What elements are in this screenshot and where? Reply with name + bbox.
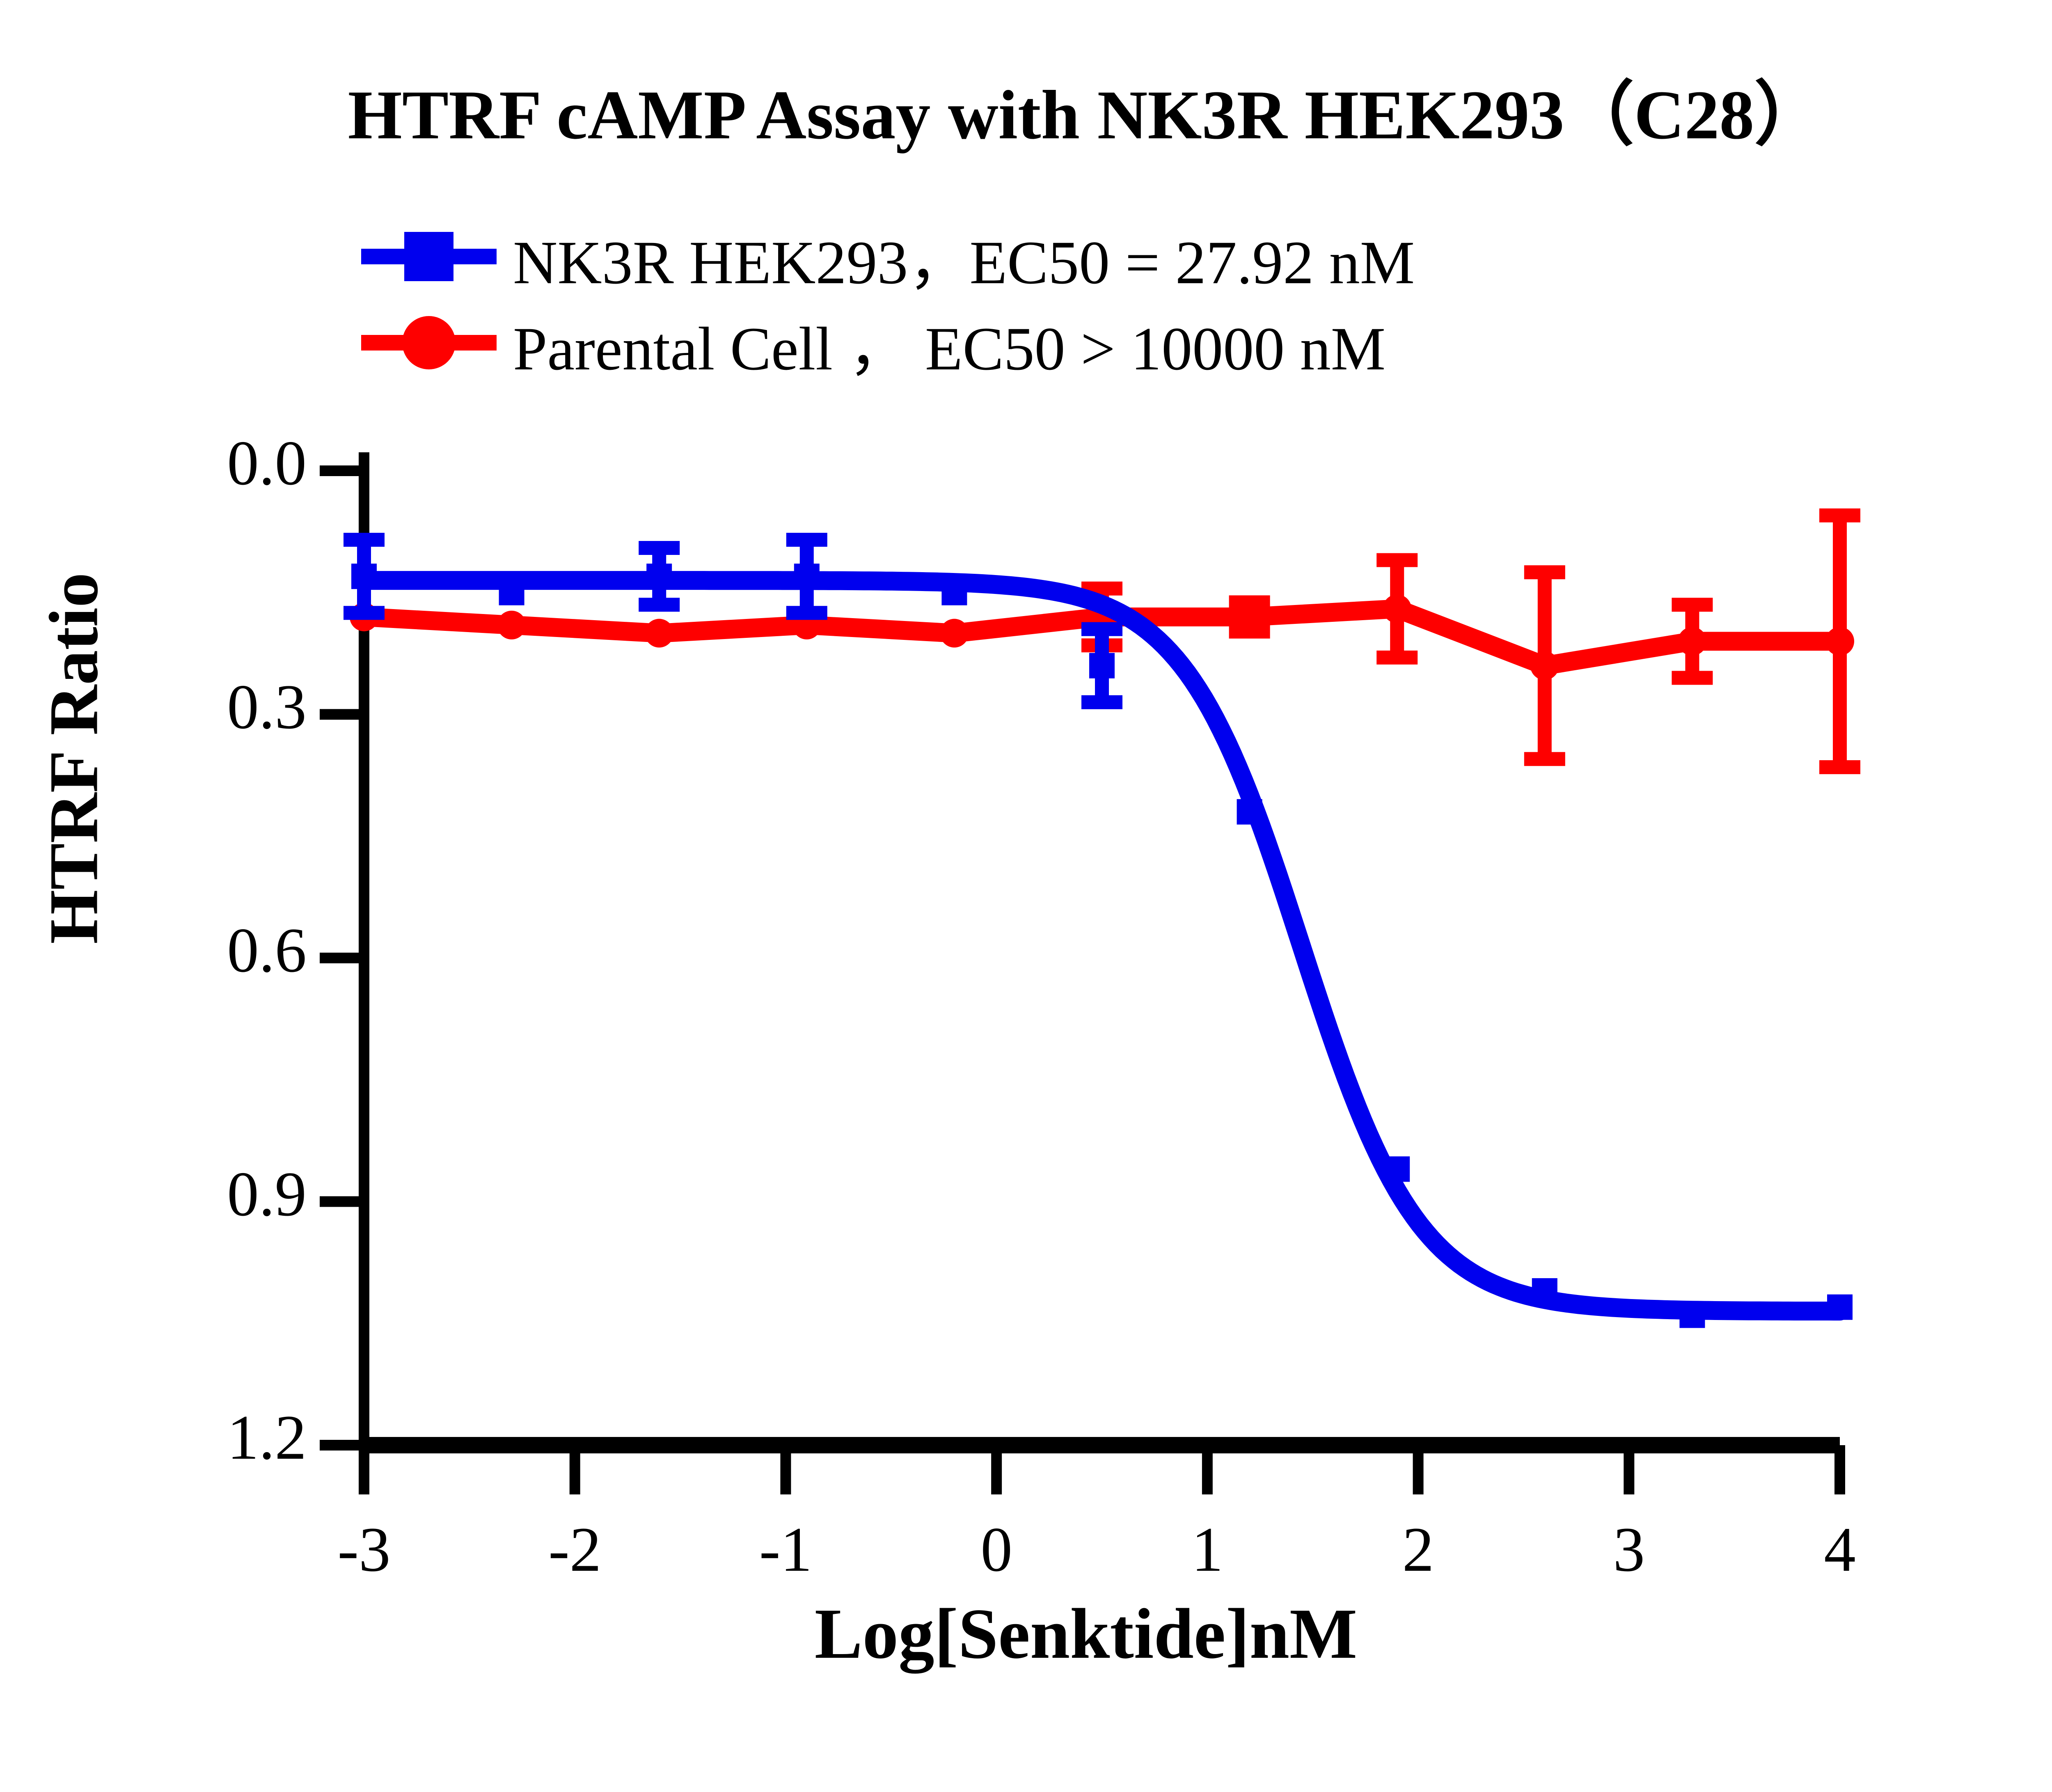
data-point-square[interactable]: [351, 564, 377, 589]
data-point-circle[interactable]: [497, 610, 526, 639]
x-tick-label: 0: [980, 1514, 1012, 1585]
y-tick-label: 0.9: [227, 1158, 307, 1229]
data-point-square[interactable]: [1679, 1302, 1705, 1328]
data-point-square[interactable]: [1237, 799, 1262, 825]
y-tick-label: 1.2: [227, 1402, 307, 1473]
square-marker-icon: [404, 232, 453, 281]
data-point-square[interactable]: [1532, 1278, 1557, 1304]
data-point-square[interactable]: [1089, 653, 1115, 678]
y-tick-label: 0.0: [227, 428, 307, 498]
data-point-circle[interactable]: [1678, 627, 1707, 656]
data-point-square[interactable]: [794, 564, 820, 589]
x-tick-label: 3: [1613, 1514, 1645, 1585]
x-tick-label: 2: [1402, 1514, 1434, 1585]
data-point-circle[interactable]: [645, 619, 674, 648]
legend-item-parental[interactable]: Parental Cell ， EC50 > 10000 nM: [361, 300, 1415, 386]
data-point-square[interactable]: [1827, 1294, 1853, 1320]
x-tick-label: -1: [759, 1514, 812, 1585]
legend-label-nk3r: NK3R HEK293，EC50 = 27.92 nM: [513, 228, 1415, 297]
data-point-circle[interactable]: [940, 619, 969, 648]
data-point-circle[interactable]: [1530, 651, 1559, 680]
x-tick-label: 1: [1191, 1514, 1223, 1585]
y-tick-label: 0.3: [227, 671, 307, 742]
x-axis-title: Log[Senktide]nM: [814, 1594, 1358, 1673]
data-point-square[interactable]: [1384, 1156, 1410, 1182]
legend-item-nk3r[interactable]: NK3R HEK293，EC50 = 27.92 nM: [361, 213, 1415, 300]
x-tick-label: 4: [1824, 1514, 1856, 1585]
axis-ticks: [320, 465, 1845, 1494]
data-point-circle[interactable]: [1825, 627, 1854, 656]
legend-key-circle: [361, 314, 497, 371]
page-title: HTRF cAMP Assay with NK3R HEK293（C28）: [348, 76, 1824, 154]
data-point-circle[interactable]: [1235, 603, 1264, 632]
series-line: [355, 571, 1849, 1321]
data-point-square[interactable]: [499, 580, 524, 605]
data-point-square[interactable]: [941, 580, 967, 605]
circle-marker-icon: [402, 316, 456, 369]
series-nk3r-hek293: [344, 533, 1853, 1328]
legend-label-parental: Parental Cell ， EC50 > 10000 nM: [513, 314, 1386, 383]
data-point-circle[interactable]: [1383, 594, 1412, 623]
legend-key-square: [361, 228, 497, 285]
y-tick-label: 0.6: [227, 915, 307, 985]
x-tick-label: -3: [337, 1514, 391, 1585]
x-tick-label: -2: [548, 1514, 602, 1585]
data-point-square[interactable]: [646, 564, 672, 589]
chart-legend: NK3R HEK293，EC50 = 27.92 nM Parental Cel…: [361, 213, 1415, 386]
